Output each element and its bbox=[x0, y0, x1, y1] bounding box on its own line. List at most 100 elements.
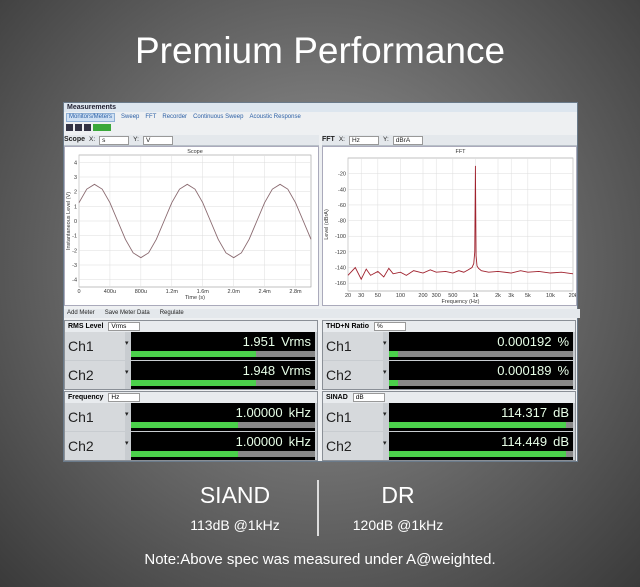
readout: 1.00000 kHz bbox=[131, 403, 315, 431]
x-tick-label: 5k bbox=[525, 293, 531, 299]
x-tick-label: 30 bbox=[358, 293, 364, 299]
y-tick-label: -80 bbox=[338, 219, 346, 225]
reading-unit: dB bbox=[553, 434, 569, 449]
unit-select[interactable]: % bbox=[373, 322, 406, 331]
x-tick-label: 3k bbox=[508, 293, 514, 299]
dropdown-arrow[interactable]: ▾ bbox=[383, 340, 387, 347]
y-tick-label: -4 bbox=[72, 278, 77, 284]
icon[interactable] bbox=[66, 124, 73, 131]
button[interactable]: Save Meter Data bbox=[104, 310, 150, 316]
x-tick-label: 20k bbox=[569, 293, 577, 299]
meter-title: SINAD bbox=[326, 394, 348, 401]
y-axis-label: Instantaneous Level (V) bbox=[66, 192, 72, 250]
y-tick-label: -2 bbox=[72, 248, 77, 254]
unit-select[interactable]: s bbox=[99, 135, 130, 145]
series-line bbox=[347, 165, 574, 281]
axis-label: X: bbox=[338, 136, 345, 143]
x-tick-label: 400u bbox=[104, 289, 116, 295]
icon[interactable] bbox=[93, 124, 111, 131]
level-track bbox=[389, 380, 573, 386]
dropdown-arrow[interactable]: ▾ bbox=[125, 440, 129, 447]
x-tick-label: 0 bbox=[77, 289, 80, 295]
reading-value: 1.951 bbox=[242, 334, 276, 349]
button[interactable]: Regulate bbox=[159, 310, 184, 316]
reading-unit: Vrms bbox=[281, 363, 311, 378]
icon-bar bbox=[64, 124, 579, 134]
icon[interactable] bbox=[75, 124, 82, 131]
reading-unit: % bbox=[557, 334, 569, 349]
axis-label: Y: bbox=[382, 136, 389, 143]
meter: THD+N Ratio% Ch1 ▾ 0.000192% Ch2 ▾ 0.000189% bbox=[322, 320, 576, 390]
level-bar bbox=[131, 380, 257, 386]
y-tick-label: 0 bbox=[74, 219, 77, 225]
y-tick-label: 4 bbox=[74, 160, 77, 166]
x-axis-label: Frequency (Hz) bbox=[442, 299, 480, 305]
unit-select[interactable]: dBrA bbox=[392, 135, 423, 145]
dropdown-arrow[interactable]: ▾ bbox=[383, 411, 387, 418]
unit-select[interactable]: Vrms bbox=[108, 322, 141, 331]
reading-value: 114.449 bbox=[501, 434, 548, 449]
dropdown-arrow[interactable]: ▾ bbox=[383, 369, 387, 376]
x-tick-label: 1.2m bbox=[166, 289, 179, 295]
readout: 1.00000 kHz bbox=[131, 432, 315, 460]
y-tick-label: 1 bbox=[74, 204, 77, 210]
scope-chart: Scope 0 400u 800u 1.2m 1.6m 2.0m 2.4m 2.8m -4 -3 -2… bbox=[64, 146, 319, 306]
series-line bbox=[78, 183, 312, 259]
spec-name: DR bbox=[381, 482, 415, 508]
x-tick-label: 50 bbox=[375, 293, 381, 299]
y-tick-label: 3 bbox=[74, 175, 77, 181]
y-tick-label: -160 bbox=[335, 281, 346, 287]
meter-row: Ch1 ▾ 1.00000 kHz bbox=[65, 403, 317, 432]
spec: SIAND 113dB @1kHz bbox=[135, 482, 335, 533]
channel-label: Ch1 bbox=[323, 332, 383, 360]
x-tick-label: 500 bbox=[448, 293, 457, 299]
reading: 1.00000 kHz bbox=[236, 405, 311, 420]
x-tick-label: 10k bbox=[546, 293, 555, 299]
unit-select[interactable]: Hz bbox=[348, 135, 379, 145]
x-tick-label: 300 bbox=[432, 293, 441, 299]
unit-select[interactable]: Hz bbox=[108, 393, 141, 402]
tab[interactable]: Acoustic Response bbox=[249, 114, 301, 120]
tab[interactable]: Recorder bbox=[162, 114, 188, 120]
channel-label: Ch2 bbox=[323, 361, 383, 389]
tab[interactable]: Continuous Sweep bbox=[193, 114, 244, 120]
meter-title: RMS Level bbox=[68, 323, 104, 330]
spec: DR 120dB @1kHz bbox=[298, 482, 498, 533]
reading-value: 1.00000 bbox=[235, 434, 283, 449]
level-track bbox=[131, 422, 315, 428]
meter-header: SINAD dB bbox=[323, 392, 575, 403]
reading: 0.000192% bbox=[497, 334, 569, 349]
reading-value: 0.000192 bbox=[497, 334, 552, 349]
x-tick-label: 1k bbox=[473, 293, 479, 299]
y-tick-label: -100 bbox=[335, 234, 346, 240]
x-tick-label: 2.4m bbox=[258, 289, 271, 295]
tab[interactable]: Sweep bbox=[121, 114, 140, 120]
x-tick-label: 20 bbox=[345, 293, 351, 299]
readout: 0.000192% bbox=[389, 332, 573, 360]
y-tick-label: -140 bbox=[335, 266, 346, 272]
meter-row: Ch1 ▾ 114.317 dB bbox=[323, 403, 575, 432]
unit-select[interactable]: V bbox=[142, 135, 173, 145]
readout: 114.449 dB bbox=[389, 432, 573, 460]
unit-select[interactable]: dB bbox=[352, 393, 385, 402]
reading-value: 0.000189 bbox=[497, 363, 552, 378]
plot-area bbox=[347, 157, 574, 292]
reading: 1.00000 kHz bbox=[236, 434, 311, 449]
channel-label: Ch2 bbox=[323, 432, 383, 460]
reading: 1.948 Vrms bbox=[243, 363, 311, 378]
reading-unit: Vrms bbox=[281, 334, 311, 349]
button[interactable]: Add Meter bbox=[67, 310, 95, 316]
dropdown-arrow[interactable]: ▾ bbox=[125, 340, 129, 347]
dropdown-arrow[interactable]: ▾ bbox=[125, 369, 129, 376]
readout: 1.948 Vrms bbox=[131, 361, 315, 389]
meter: RMS Level Vrms Ch1 ▾ 1.951 Vrms Ch2 ▾ 1.948 Vrms bbox=[64, 320, 318, 390]
dropdown-arrow[interactable]: ▾ bbox=[383, 440, 387, 447]
dropdown-arrow[interactable]: ▾ bbox=[125, 411, 129, 418]
reading-value: 1.948 bbox=[242, 363, 276, 378]
icon[interactable] bbox=[84, 124, 91, 131]
chart-title: Scope bbox=[187, 149, 203, 155]
tab[interactable]: FFT bbox=[145, 114, 157, 120]
tab[interactable]: Monitors/Meters bbox=[66, 113, 116, 122]
x-tick-label: 2.0m bbox=[228, 289, 241, 295]
